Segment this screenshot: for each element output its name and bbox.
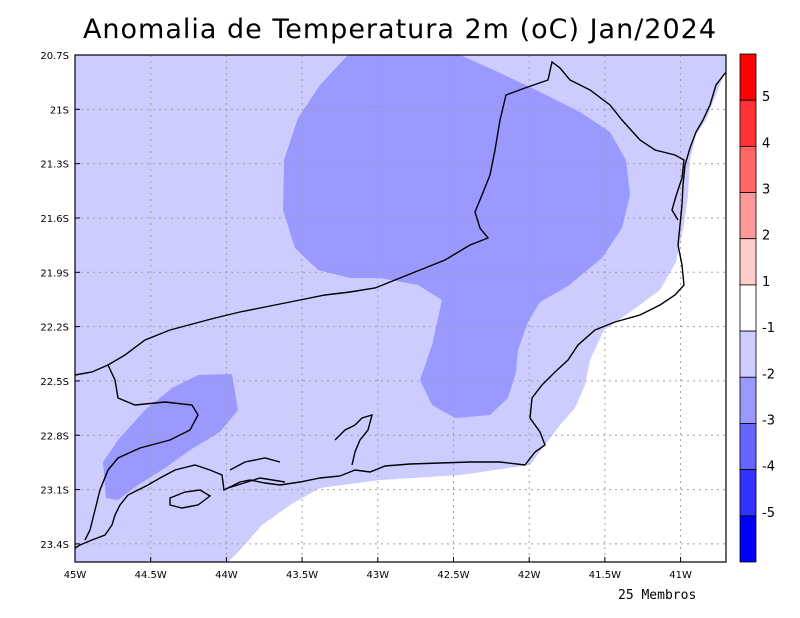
colorbar-swatch	[739, 515, 757, 563]
anomaly-field-minus2-north	[283, 55, 630, 418]
lat-tick-label: 22.2S	[40, 323, 69, 334]
colorbar-swatch	[739, 192, 757, 240]
lat-tick-label: 21.9S	[40, 268, 69, 279]
lon-tick-label: 43.5W	[286, 570, 318, 581]
colorbar-tick-label: -5	[762, 506, 775, 521]
coast-northeast	[524, 71, 727, 466]
coast-south	[74, 461, 526, 549]
colorbar: 5 4 3 2 1 -1 -2 -3 -4 -5	[739, 53, 775, 563]
members-label: 25 Membros	[618, 588, 697, 603]
colorbar-tick-label: 5	[762, 90, 770, 105]
lat-tick-label: 21.3S	[40, 160, 69, 171]
colorbar-tick-label: 4	[762, 136, 770, 151]
lat-tick-label: 22.5S	[40, 377, 69, 388]
colorbar-tick-label: -2	[762, 367, 775, 382]
plot-frame	[74, 54, 727, 563]
state-border-west	[84, 364, 199, 541]
colorbar-swatch	[739, 284, 757, 332]
colorbar-swatch	[739, 145, 757, 193]
lat-tick-label: 21S	[50, 105, 69, 116]
colorbar-swatch	[739, 53, 757, 101]
colorbar-swatch	[739, 330, 757, 378]
bay-guanabara	[334, 413, 373, 466]
lon-tick-label: 43W	[366, 570, 389, 581]
colorbar-swatch	[739, 376, 757, 424]
colorbar-tick-label: -3	[762, 413, 775, 428]
anomaly-field-neutral	[228, 70, 726, 562]
colorbar-tick-label: 2	[762, 229, 770, 244]
anomaly-field-minus2-southwest	[103, 374, 238, 500]
colorbar-swatch	[739, 469, 757, 517]
lon-tick-label: 42W	[518, 570, 541, 581]
longitude-axis: 45W 44.5W 44W 43.5W 43W 42.5W 42W 41.5W 41W	[64, 557, 692, 581]
island-ilha-grande	[169, 489, 212, 509]
colorbar-tick-label: 1	[762, 275, 770, 290]
colorbar-tick-label: 3	[762, 183, 770, 198]
lon-tick-label: 42.5W	[437, 570, 469, 581]
lon-tick-label: 44W	[215, 570, 238, 581]
lat-tick-label: 23.1S	[40, 486, 69, 497]
coastline-and-borders	[74, 60, 727, 549]
lat-tick-label: 22.8S	[40, 431, 69, 442]
lat-tick-label: 20.7S	[40, 51, 69, 62]
lat-tick-label: 23.4S	[40, 540, 69, 551]
colorbar-swatch	[739, 238, 757, 286]
coast-lagoons	[227, 457, 286, 489]
lon-tick-label: 41W	[669, 570, 692, 581]
map-title: Anomalia de Temperatura 2m (oC) Jan/2024	[82, 14, 718, 45]
lon-tick-label: 45W	[64, 570, 87, 581]
lon-tick-label: 41.5W	[589, 570, 621, 581]
colorbar-tick-label: -1	[762, 321, 775, 336]
lon-tick-label: 44.5W	[135, 570, 167, 581]
latitude-axis: 20.7S 21S 21.3S 21.6S 21.9S 22.2S 22.5S 22.8S 23…	[40, 51, 80, 551]
colorbar-swatch	[739, 423, 757, 471]
colorbar-swatch	[739, 99, 757, 147]
colorbar-tick-label: -4	[762, 460, 775, 475]
state-border-north	[74, 60, 685, 376]
lat-tick-label: 21.6S	[40, 214, 69, 225]
